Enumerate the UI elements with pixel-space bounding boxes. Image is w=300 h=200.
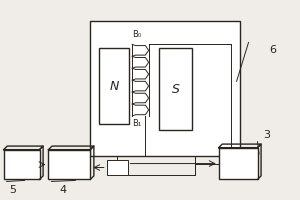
- Bar: [4, 150, 40, 179]
- Bar: [90, 21, 240, 156]
- Text: N: N: [110, 80, 119, 93]
- Bar: [219, 148, 257, 179]
- Text: 6: 6: [269, 45, 276, 55]
- Bar: [99, 48, 129, 124]
- Text: B₀: B₀: [132, 30, 141, 39]
- Text: B₁: B₁: [132, 119, 141, 128]
- Bar: [159, 48, 192, 130]
- Bar: [49, 150, 90, 179]
- Text: S: S: [172, 83, 180, 96]
- Text: 3: 3: [263, 130, 271, 140]
- Text: 5: 5: [9, 185, 16, 195]
- Bar: [107, 160, 128, 175]
- Text: 4: 4: [60, 185, 67, 195]
